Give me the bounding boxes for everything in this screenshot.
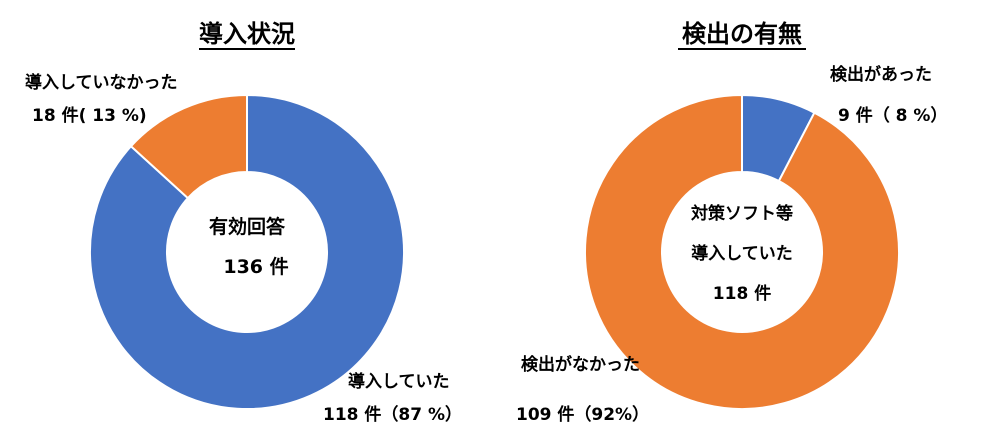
donut-adoption <box>89 93 405 410</box>
data-label-adopted-detail: 118 件（87 %） <box>323 404 462 425</box>
data-label-detected-name: 検出があった <box>830 64 932 85</box>
slice-not-detected <box>584 93 900 410</box>
center-text-line-3: 118 件 <box>713 283 771 304</box>
chart-detection: 検出の有無 対策ソフト等 導入していた 118 件 検出があった 9 件（ 8 … <box>516 20 947 425</box>
center-text-line-2: 導入していた <box>691 243 793 264</box>
center-text-line-1: 有効回答 <box>209 215 286 238</box>
data-label-not-adopted-detail: 18 件( 13 %) <box>32 105 147 126</box>
data-label-not-detected-name: 検出がなかった <box>521 354 640 375</box>
data-label-not-detected-detail: 109 件（92%） <box>516 404 649 425</box>
chart-title-adoption: 導入状況 <box>199 20 295 48</box>
slice-not-adopted <box>129 93 248 200</box>
data-label-not-adopted-name: 導入していなかった <box>25 72 178 93</box>
donut-detection <box>584 93 900 410</box>
slice-adopted <box>89 93 405 410</box>
chart-title-detection: 検出の有無 <box>682 20 802 48</box>
center-text-line-1: 対策ソフト等 <box>690 203 793 224</box>
chart-adoption-status: 導入状況 有効回答 136 件 導入していなかった 18 件( 13 %) 導入… <box>25 20 462 425</box>
center-text-line-2: 136 件 <box>223 255 288 278</box>
data-label-adopted-name: 導入していた <box>348 371 450 392</box>
data-label-detected-detail: 9 件（ 8 %） <box>838 105 947 126</box>
